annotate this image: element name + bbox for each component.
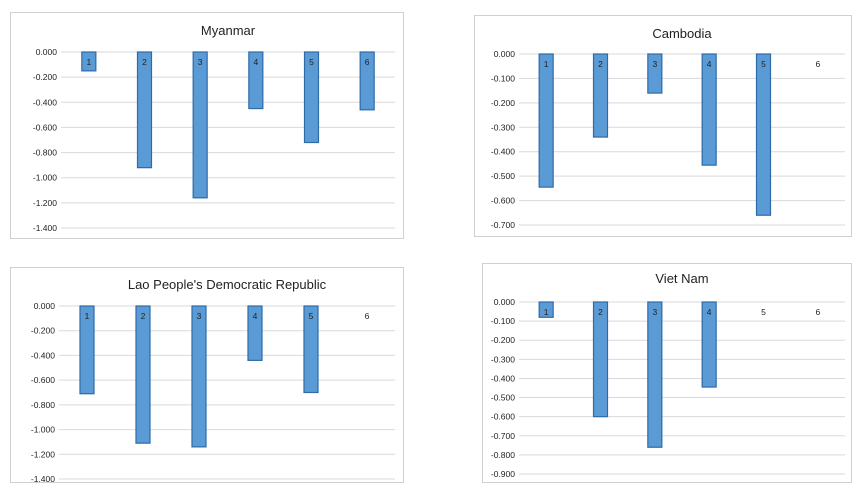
- bar-label: 4: [253, 311, 258, 321]
- y-tick-label: -0.900: [491, 469, 515, 479]
- bar-label: 5: [761, 59, 766, 69]
- chart-title: Myanmar: [201, 23, 256, 38]
- bar-label: 3: [198, 57, 203, 67]
- y-tick-label: -1.400: [31, 474, 55, 484]
- bar-viet-nam-2: [592, 301, 609, 418]
- y-tick-label: -0.700: [491, 431, 515, 441]
- y-tick-label: -1.400: [33, 223, 57, 233]
- y-tick-label: -1.200: [33, 198, 57, 208]
- bar-myanmar-3: [192, 51, 208, 199]
- y-tick-label: -1.200: [31, 449, 55, 459]
- bar-label: 1: [544, 59, 549, 69]
- y-tick-label: -0.500: [491, 171, 515, 181]
- y-tick-label: -0.800: [31, 400, 55, 410]
- chart-panel-lao: Lao People's Democratic Republic 0.000 -0.…: [10, 267, 404, 484]
- y-tick-label: -1.000: [33, 173, 57, 183]
- bar-myanmar-4: [248, 51, 264, 110]
- bar-lao-5: [303, 305, 319, 394]
- y-tick-label: -0.300: [491, 122, 515, 132]
- bar-cambodia-1: [538, 53, 554, 188]
- chart-panel-cambodia: Cambodia 0.000 -0.100 -0.200 -0.300 -0.400 -0.…: [474, 15, 852, 237]
- bar-label: 6: [365, 57, 370, 67]
- y-tick-label: -0.100: [491, 316, 515, 326]
- y-tick-label: -1.000: [31, 425, 55, 435]
- y-tick-label: -0.200: [491, 335, 515, 345]
- bar-label: 6: [365, 311, 370, 321]
- bar-viet-nam-1: [538, 301, 554, 318]
- y-tick-label: -0.600: [491, 196, 515, 206]
- chart-panel-viet-nam: Viet Nam 0.000 -0.100 -0.200 -0.300 -0.400 -0.…: [482, 263, 852, 483]
- bar-label: 2: [141, 311, 146, 321]
- chart-title: Viet Nam: [655, 271, 708, 286]
- y-tick-label: -0.600: [33, 122, 57, 132]
- y-tick-label: -0.200: [33, 72, 57, 82]
- bar-viet-nam-4: [701, 301, 717, 388]
- bar-myanmar-6: [359, 51, 375, 111]
- bar-cambodia-2: [592, 53, 609, 138]
- chart-title: Cambodia: [652, 26, 712, 41]
- bar-label: 5: [761, 307, 766, 317]
- y-tick-label: -0.400: [33, 97, 57, 107]
- y-tick-label: -0.600: [31, 375, 55, 385]
- bar-myanmar-1: [81, 51, 97, 72]
- bar-label: 3: [652, 59, 657, 69]
- bar-lao-1: [79, 305, 95, 395]
- bar-cambodia-4: [701, 53, 717, 166]
- y-tick-label: -0.100: [491, 73, 515, 83]
- bar-myanmar-5: [303, 51, 320, 144]
- bar-label: 6: [815, 307, 820, 317]
- bar-label: 1: [544, 307, 549, 317]
- chart-cambodia: Cambodia 0.000 -0.100 -0.200 -0.300 -0.400 -0.…: [491, 26, 845, 230]
- bar-viet-nam-3: [647, 301, 663, 448]
- bar-label: 4: [707, 307, 712, 317]
- bar-label: 6: [815, 59, 820, 69]
- y-tick-label: -0.800: [491, 450, 515, 460]
- y-tick-label: -0.200: [31, 326, 55, 336]
- y-tick-label: 0.000: [494, 49, 516, 59]
- y-tick-label: -0.200: [491, 98, 515, 108]
- bar-lao-2: [135, 305, 151, 444]
- chart-title: Lao People's Democratic Republic: [128, 277, 327, 292]
- bar-label: 1: [85, 311, 90, 321]
- bar-cambodia-3: [647, 53, 663, 94]
- bar-lao-4: [247, 305, 263, 361]
- bar-lao-3: [191, 305, 207, 448]
- bar-label: 4: [707, 59, 712, 69]
- bar-label: 2: [142, 57, 147, 67]
- bar-label: 4: [253, 57, 258, 67]
- chart-viet-nam: Viet Nam 0.000 -0.100 -0.200 -0.300 -0.400 -0.…: [491, 271, 845, 479]
- bar-label: 5: [309, 311, 314, 321]
- y-tick-label: -0.300: [491, 354, 515, 364]
- y-tick-label: 0.000: [36, 47, 58, 57]
- y-tick-label: -0.400: [491, 147, 515, 157]
- y-tick-label: 0.000: [34, 301, 56, 311]
- chart-lao: Lao People's Democratic Republic 0.000 -0.…: [31, 277, 395, 484]
- y-tick-label: 0.000: [494, 297, 516, 307]
- bar-label: 2: [598, 59, 603, 69]
- y-tick-label: -0.800: [33, 148, 57, 158]
- bar-cambodia-5: [755, 53, 772, 216]
- y-tick-label: -0.400: [491, 373, 515, 383]
- y-tick-label: -0.400: [31, 350, 55, 360]
- y-tick-label: -0.500: [491, 393, 515, 403]
- y-tick-label: -0.700: [491, 220, 515, 230]
- bar-label: 5: [309, 57, 314, 67]
- bar-label: 3: [652, 307, 657, 317]
- bar-myanmar-2: [136, 51, 153, 169]
- bar-label: 1: [86, 57, 91, 67]
- bar-label: 2: [598, 307, 603, 317]
- chart-myanmar: Myanmar 0.000 -0.200 -0.400 -0.600 -0.800 -1.0…: [33, 23, 395, 233]
- bar-label: 3: [197, 311, 202, 321]
- y-tick-label: -0.600: [491, 412, 515, 422]
- chart-panel-myanmar: Myanmar 0.000 -0.200 -0.400 -0.600 -0.800 -1.0…: [10, 12, 404, 239]
